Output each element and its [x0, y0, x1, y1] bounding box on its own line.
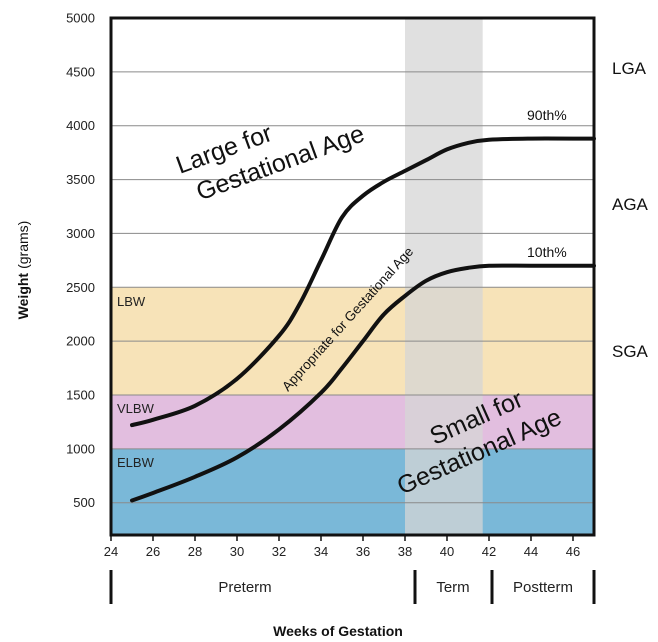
y-tick-label: 500 — [73, 495, 95, 510]
y-axis-ticks: 500 1000 1500 2000 2500 3000 3500 4000 4500 5000 — [66, 11, 95, 511]
curve-10thpct — [130, 263, 596, 503]
x-tick-label: 28 — [188, 544, 202, 559]
percentile-curves — [130, 136, 596, 503]
gestation-periods: Preterm Term Postterm — [109, 570, 596, 604]
x-tick-label: 34 — [314, 544, 328, 559]
y-tick-label: 5000 — [66, 11, 95, 26]
x-tick-label: 26 — [146, 544, 160, 559]
curve-label-90th: 90th% — [527, 107, 567, 123]
x-axis-ticks: 24 26 28 30 32 34 36 38 40 42 44 46 — [104, 535, 580, 559]
x-tick-label: 30 — [230, 544, 244, 559]
x-tick-label: 46 — [566, 544, 580, 559]
y-tick-label: 3000 — [66, 226, 95, 241]
y-axis-title-unit: (grams) — [15, 221, 31, 269]
x-tick-label: 24 — [104, 544, 118, 559]
period-label-term: Term — [436, 579, 469, 596]
background-bands — [111, 18, 594, 535]
x-tick-label: 38 — [398, 544, 412, 559]
y-axis-title-bold: Weight — [15, 273, 31, 320]
band-label-vlbw: VLBW — [117, 401, 155, 416]
y-tick-label: 2000 — [66, 334, 95, 349]
band-label-elbw: ELBW — [117, 455, 155, 470]
band-label-lbw: LBW — [117, 294, 146, 309]
period-label-preterm: Preterm — [218, 579, 271, 596]
x-tick-label: 36 — [356, 544, 370, 559]
y-axis-title: Weight (grams) — [15, 221, 31, 320]
x-tick-label: 32 — [272, 544, 286, 559]
curve-90thpct — [130, 136, 596, 428]
y-tick-label: 1500 — [66, 387, 95, 402]
side-label-aga: AGA — [612, 195, 649, 214]
x-tick-label: 40 — [440, 544, 454, 559]
period-label-postterm: Postterm — [513, 579, 573, 596]
plot-frame — [109, 16, 596, 537]
x-tick-label: 44 — [524, 544, 538, 559]
y-tick-label: 4000 — [66, 118, 95, 133]
y-tick-label: 1000 — [66, 441, 95, 456]
band-elbw — [111, 448, 594, 535]
y-tick-label: 4500 — [66, 64, 95, 79]
y-tick-label: 3500 — [66, 172, 95, 187]
y-tick-label: 2500 — [66, 280, 95, 295]
band-vlbw — [111, 394, 594, 449]
curve-label-10th: 10th% — [527, 244, 567, 260]
x-axis-title: Weeks of Gestation — [273, 623, 403, 639]
side-label-sga: SGA — [612, 342, 649, 361]
x-tick-label: 42 — [482, 544, 496, 559]
side-label-lga: LGA — [612, 59, 647, 78]
